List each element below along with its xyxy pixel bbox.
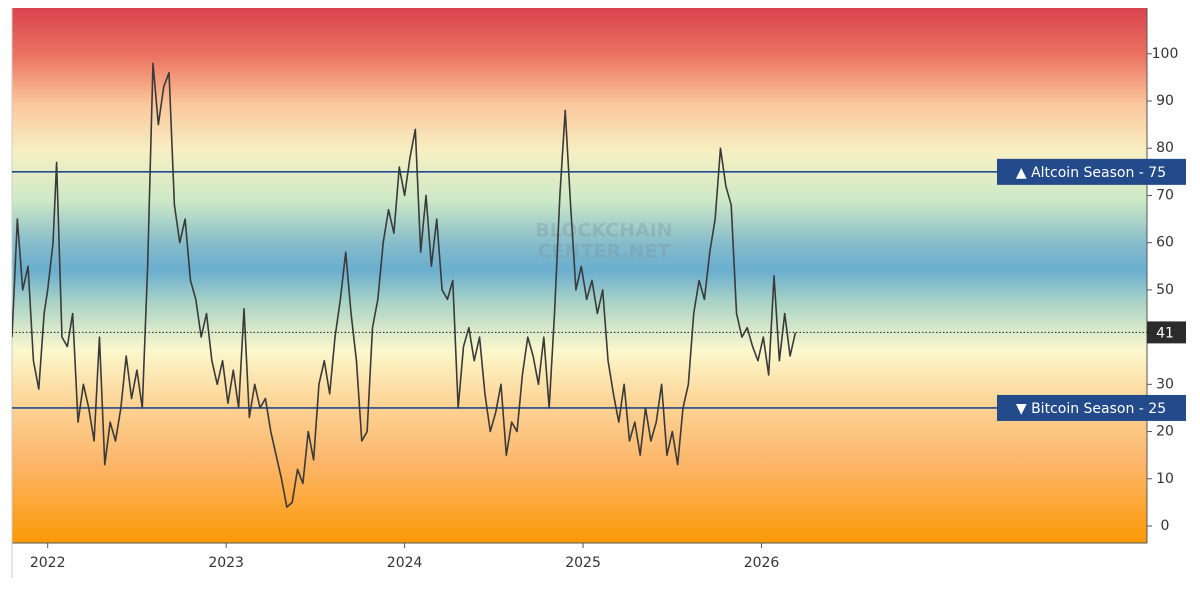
y-tick-label: 10 [1156, 471, 1174, 487]
y-tick-label: 0 [1161, 518, 1170, 534]
y-tick-label: 80 [1156, 140, 1174, 156]
x-tick-label: 2024 [387, 555, 423, 571]
current-value-label: 41 [1156, 325, 1174, 341]
watermark: CENTER.NET [538, 241, 671, 263]
y-tick-label: 90 [1156, 93, 1174, 109]
reference-label: ▲ Altcoin Season - 75 [1016, 165, 1166, 181]
x-tick-label: 2026 [744, 555, 780, 571]
y-tick-label: 60 [1156, 235, 1174, 251]
y-tick-label: 50 [1156, 282, 1174, 298]
y-tick-label: 20 [1156, 424, 1174, 440]
reference-badge [997, 158, 1186, 185]
x-tick-label: 2022 [30, 555, 66, 571]
reference-label: ▼ Bitcoin Season - 25 [1016, 401, 1166, 417]
reference-badge [997, 394, 1186, 421]
series-line [12, 62, 797, 508]
watermark: BLOCKCHAIN [535, 220, 672, 242]
current-value-badge [1147, 321, 1186, 344]
plot [12, 62, 1147, 508]
y-tick-label: 100 [1152, 46, 1179, 62]
y-tick-label: 70 [1156, 187, 1174, 203]
y-tick-label: 30 [1156, 376, 1174, 392]
x-tick-label: 2023 [208, 555, 244, 571]
x-tick-label: 2025 [565, 555, 601, 571]
